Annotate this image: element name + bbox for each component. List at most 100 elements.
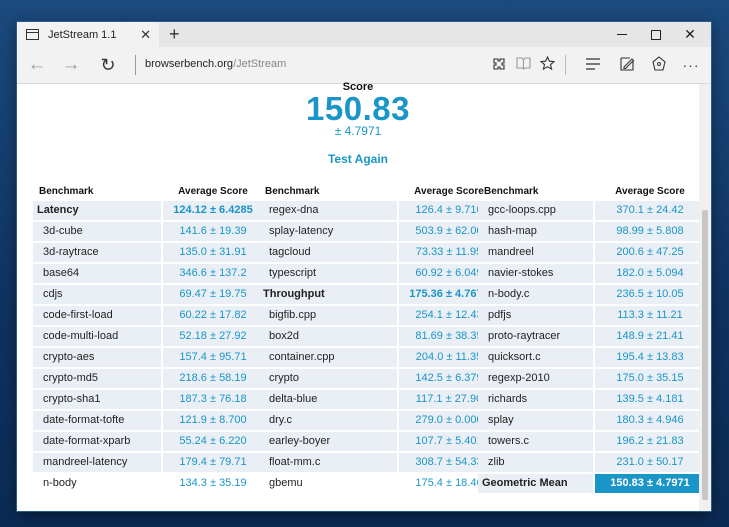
benchmark-name: richards xyxy=(478,390,593,409)
benchmark-name: float-mm.c xyxy=(259,453,397,472)
header-average-score: Average Score xyxy=(414,185,484,197)
group-row: Throughput 175.36 ± 4.7677 xyxy=(259,285,499,304)
header-average-score: Average Score xyxy=(615,185,685,197)
close-window-button[interactable]: ✕ xyxy=(684,26,696,42)
table-row: 3d-cube 141.6 ± 19.39 xyxy=(33,222,263,241)
benchmark-score: 370.1 ± 24.42 xyxy=(595,201,705,220)
share-icon[interactable] xyxy=(650,56,668,74)
benchmark-score: 279.0 ± 0.000 xyxy=(399,411,499,430)
header-benchmark: Benchmark xyxy=(484,185,539,197)
benchmark-score: 503.9 ± 62.00 xyxy=(399,222,499,241)
tab-bar: JetStream 1.1 ✕ + ✕ xyxy=(17,22,711,47)
benchmark-name: towers.c xyxy=(478,432,593,451)
more-icon[interactable]: ··· xyxy=(682,57,700,73)
table-row: earley-boyer 107.7 ± 5.401 xyxy=(259,432,499,451)
benchmark-score: 126.4 ± 9.710 xyxy=(399,201,499,220)
group-row: Latency 124.12 ± 6.4285 xyxy=(33,201,263,220)
benchmark-score: 308.7 ± 54.33 xyxy=(399,453,499,472)
benchmark-name: splay-latency xyxy=(259,222,397,241)
maximize-button[interactable] xyxy=(639,22,673,47)
table-row: splay-latency 503.9 ± 62.00 xyxy=(259,222,499,241)
favorite-star-icon[interactable] xyxy=(538,55,556,74)
benchmark-score: 204.0 ± 11.35 xyxy=(399,348,499,367)
score-label: Score xyxy=(342,81,374,93)
table-row: proto-raytracer 148.9 ± 21.41 xyxy=(478,327,705,346)
table-row: navier-stokes 182.0 ± 5.094 xyxy=(478,264,705,283)
browser-window: JetStream 1.1 ✕ + ✕ ← → ↻ browserbench.o… xyxy=(17,22,711,511)
table-row: n-body.c 236.5 ± 10.05 xyxy=(478,285,705,304)
benchmark-score: 81.69 ± 38.35 xyxy=(399,327,499,346)
results-column-1: Benchmark Average Score Latency 124.12 ± 6.… xyxy=(33,181,263,495)
minimize-icon xyxy=(617,34,627,36)
results-column-3: Benchmark Average Score gcc-loops.cpp 370.1… xyxy=(478,181,705,495)
benchmark-score: 196.2 ± 21.83 xyxy=(595,432,705,451)
table-row: code-first-load 60.22 ± 17.82 xyxy=(33,306,263,325)
benchmark-name: pdfjs xyxy=(478,306,593,325)
benchmark-score: 113.3 ± 11.21 xyxy=(595,306,705,325)
benchmark-name: date-format-xparb xyxy=(33,432,161,451)
benchmark-score: 141.6 ± 19.39 xyxy=(163,222,263,241)
benchmark-score: 73.33 ± 11.95 xyxy=(399,243,499,262)
minimize-button[interactable] xyxy=(605,22,639,47)
forward-arrow-icon[interactable]: → xyxy=(61,54,81,75)
scrollbar-thumb[interactable] xyxy=(702,210,708,500)
benchmark-score: 157.4 ± 95.71 xyxy=(163,348,263,367)
benchmark-score: 139.5 ± 4.181 xyxy=(595,390,705,409)
web-note-icon[interactable] xyxy=(618,56,636,74)
table-row: gbemu 175.4 ± 18.46 xyxy=(259,474,499,493)
tab-close-icon[interactable]: ✕ xyxy=(140,27,151,42)
benchmark-score: 175.0 ± 35.15 xyxy=(595,369,705,388)
benchmark-score: 195.4 ± 13.83 xyxy=(595,348,705,367)
table-row: richards 139.5 ± 4.181 xyxy=(478,390,705,409)
benchmark-score: 134.3 ± 35.19 xyxy=(163,474,263,493)
table-row: code-multi-load 52.18 ± 27.92 xyxy=(33,327,263,346)
header-benchmark: Benchmark xyxy=(39,185,94,197)
hub-icon[interactable] xyxy=(584,56,602,74)
address-divider xyxy=(135,55,136,75)
score-value: 150.83 xyxy=(306,90,410,127)
header-benchmark: Benchmark xyxy=(265,185,320,197)
tab-title: JetStream 1.1 xyxy=(48,28,117,41)
benchmark-name: crypto-md5 xyxy=(33,369,161,388)
address-bar[interactable]: browserbench.org/JetStream xyxy=(145,58,286,70)
table-row: date-format-tofte 121.9 ± 8.700 xyxy=(33,411,263,430)
table-row: quicksort.c 195.4 ± 13.83 xyxy=(478,348,705,367)
benchmark-name: proto-raytracer xyxy=(478,327,593,346)
benchmark-score: 55.24 ± 6.220 xyxy=(163,432,263,451)
benchmark-name: gcc-loops.cpp xyxy=(478,201,593,220)
extensions-icon[interactable] xyxy=(490,56,508,74)
table-row: pdfjs 113.3 ± 11.21 xyxy=(478,306,705,325)
table-row: splay 180.3 ± 4.946 xyxy=(478,411,705,430)
vertical-scrollbar[interactable] xyxy=(699,84,711,511)
new-tab-button[interactable]: + xyxy=(169,24,180,44)
refresh-icon[interactable]: ↻ xyxy=(100,55,116,75)
tab-jetstream[interactable]: JetStream 1.1 ✕ xyxy=(17,22,159,47)
table-row: crypto-sha1 187.3 ± 76.18 xyxy=(33,390,263,409)
reading-view-icon[interactable] xyxy=(514,56,532,74)
table-row: date-format-xparb 55.24 ± 6.220 xyxy=(33,432,263,451)
table-row: regex-dna 126.4 ± 9.710 xyxy=(259,201,499,220)
tab-page-icon xyxy=(26,29,39,40)
benchmark-score: 69.47 ± 19.75 xyxy=(163,285,263,304)
benchmark-name: gbemu xyxy=(259,474,397,493)
benchmark-score: 218.6 ± 58.19 xyxy=(163,369,263,388)
table-row: crypto-aes 157.4 ± 95.71 xyxy=(33,348,263,367)
benchmark-score: 135.0 ± 31.91 xyxy=(163,243,263,262)
benchmark-name: bigfib.cpp xyxy=(259,306,397,325)
table-row: crypto-md5 218.6 ± 58.19 xyxy=(33,369,263,388)
page-content: Score 150.83 ± 4.7971 Test Again Benchma… xyxy=(17,81,705,511)
benchmark-score: 179.4 ± 79.71 xyxy=(163,453,263,472)
url-path: /JetStream xyxy=(233,58,287,70)
benchmark-name: base64 xyxy=(33,264,161,283)
benchmark-name: Latency xyxy=(33,201,161,220)
table-row: delta-blue 117.1 ± 27.90 xyxy=(259,390,499,409)
back-arrow-icon[interactable]: ← xyxy=(27,54,47,75)
benchmark-name: 3d-cube xyxy=(33,222,161,241)
benchmark-name: n-body xyxy=(33,474,161,493)
benchmark-score: 60.92 ± 6.049 xyxy=(399,264,499,283)
benchmark-name: tagcloud xyxy=(259,243,397,262)
benchmark-score: 142.5 ± 6.379 xyxy=(399,369,499,388)
test-again-link[interactable]: Test Again xyxy=(327,152,388,166)
table-row: 3d-raytrace 135.0 ± 31.91 xyxy=(33,243,263,262)
benchmark-name: 3d-raytrace xyxy=(33,243,161,262)
